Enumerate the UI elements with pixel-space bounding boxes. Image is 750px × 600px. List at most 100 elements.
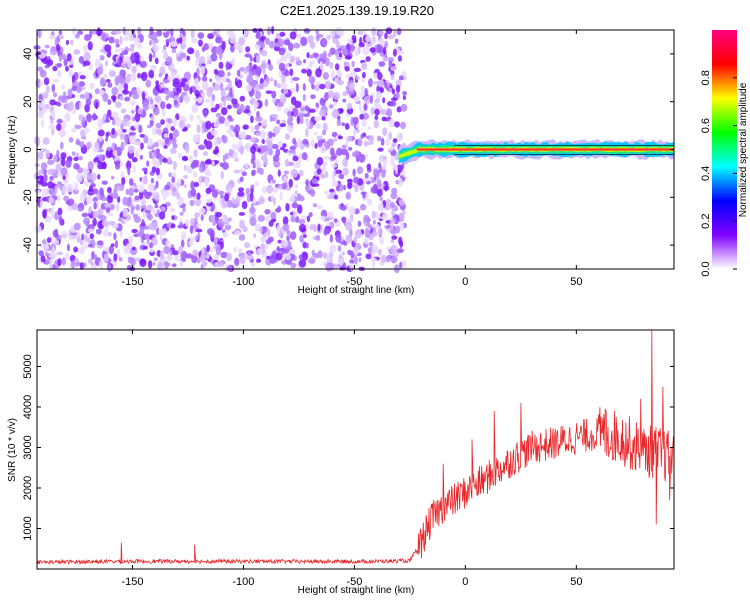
spectrogram-cell (163, 262, 171, 267)
spectrogram-cell (76, 167, 84, 174)
spectrogram-cell (343, 184, 347, 191)
spectrogram-cell (220, 107, 228, 116)
spectrogram-cell (332, 137, 338, 143)
spectrogram-cell (137, 107, 143, 115)
spectrogram-cell (311, 249, 315, 256)
spectrogram-cell (148, 53, 153, 63)
spectrogram-cell (352, 168, 356, 177)
spectrogram-cell (40, 255, 46, 263)
spectrogram-cell (306, 215, 311, 223)
spectrogram-cell (89, 82, 95, 90)
spectrogram-cell (162, 53, 169, 59)
spectrogram-cell (100, 196, 108, 202)
spectrogram-cell (279, 123, 286, 128)
spectrogram-cell (289, 262, 297, 269)
spectrogram-cell (286, 124, 294, 133)
spectrogram-cell (128, 135, 136, 145)
spectrogram-cell (40, 181, 48, 187)
spectrogram-cell (305, 178, 309, 187)
spectrogram-cell (347, 249, 352, 256)
spectrogram-cell (105, 137, 109, 142)
spectrogram-cell (273, 161, 281, 167)
spectrogram-cell (38, 250, 44, 257)
spectrogram-cell (255, 54, 261, 64)
spectrogram-cell (400, 103, 408, 112)
spectrogram-cell (288, 248, 296, 255)
spectrogram-cell (324, 170, 329, 179)
spectrogram-cell (166, 94, 174, 98)
spectrogram-cell (115, 101, 122, 109)
spectrogram-cell (53, 154, 58, 163)
spectrogram-cell (358, 153, 366, 163)
spectrogram-cell (59, 141, 64, 150)
spectrogram-cell (294, 100, 302, 109)
spectrogram-cell (83, 91, 90, 101)
spectrogram-cell (326, 253, 331, 262)
spectrogram-cell (398, 177, 403, 188)
spectrogram-cell (104, 44, 112, 52)
spectrogram-cell (135, 150, 140, 158)
spectrogram-cell (365, 253, 372, 260)
spectrogram-cell (210, 129, 218, 136)
spectrogram-cell (171, 188, 178, 197)
spectrogram-cell (115, 43, 120, 48)
spectrogram-cell (132, 164, 136, 174)
spectrogram-cell (292, 155, 299, 162)
spectrogram-cell (374, 99, 380, 103)
spectrogram-cell (331, 131, 338, 138)
spectrogram-cell (134, 37, 141, 46)
spectrogram-cell (163, 89, 170, 95)
spectrogram-cell (308, 54, 315, 59)
spectrogram-cell (289, 195, 296, 203)
spectrogram-cell (209, 214, 216, 222)
spectrogram-cell (340, 204, 347, 211)
spectrogram-cell (376, 188, 383, 197)
spectrogram-cell (296, 33, 302, 39)
spectrogram-cell (204, 159, 212, 165)
snr-frame (36, 329, 675, 570)
spectrogram-cell (49, 99, 56, 106)
spectrogram-cell (113, 253, 118, 262)
y-tick-label: 2000 (22, 476, 34, 500)
spectrogram-cell (329, 188, 335, 193)
spectrogram-cell (355, 155, 360, 163)
spectrogram-cell (87, 174, 92, 181)
spectrogram-cell (268, 148, 273, 156)
spectrogram-cell (164, 137, 170, 144)
spectrogram-cell (385, 27, 393, 35)
spectrogram-cell (177, 224, 184, 229)
spectrogram-cell (71, 74, 76, 84)
spectrogram-cell (289, 231, 297, 240)
spectrogram-cell (398, 75, 404, 81)
spectrogram-cell (402, 210, 406, 215)
spectrogram-cell (390, 239, 395, 244)
spectrogram-cell (356, 166, 364, 175)
spectrogram-cell (153, 141, 159, 148)
spectrogram-cell (151, 166, 157, 173)
spectrogram-cell (377, 79, 385, 88)
spectrogram-cell (212, 221, 216, 226)
spectrogram-cell (162, 157, 168, 163)
spectrogram-cell (336, 70, 343, 78)
spectrogram-cell (115, 146, 122, 157)
spectrogram-cell (176, 56, 183, 62)
spectrogram-cell (155, 148, 160, 155)
spectrogram-cell (257, 147, 262, 153)
spectrogram-cell (193, 149, 198, 158)
spectrogram-cell (171, 175, 176, 184)
spectrogram-cell (256, 40, 263, 46)
spectrogram-cell (137, 26, 142, 36)
spectrogram-cell (352, 128, 357, 138)
spectrogram-cell (330, 163, 338, 168)
spectrogram-cell (37, 66, 44, 72)
spectrogram-cell (377, 227, 383, 236)
spectrogram-cell (375, 90, 383, 99)
spectrogram-cell (163, 133, 169, 139)
spectrogram-cell (128, 187, 135, 197)
spectrogram-cell (371, 210, 376, 219)
spectrogram-cell (262, 67, 266, 75)
spectrogram-cell (189, 87, 193, 95)
spectrogram-cell (79, 74, 86, 80)
spectrogram-cell (92, 112, 97, 121)
spectrogram-cell (115, 163, 121, 170)
